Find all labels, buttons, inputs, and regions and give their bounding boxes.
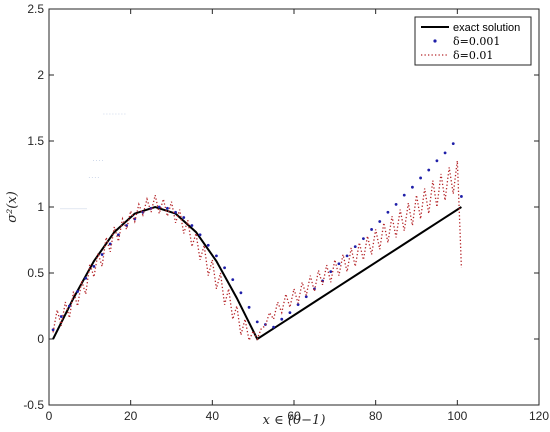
delta-0-001-point: [255, 320, 259, 324]
y-tick-label: 0.5: [27, 266, 44, 280]
delta-0-001-point: [198, 233, 202, 237]
y-axis: -0.5 0 0.5 1 1.5 2 2.5: [23, 2, 539, 412]
delta-0-001-point: [215, 254, 218, 258]
delta-0-001-point: [272, 325, 275, 329]
delta-0-001-point: [427, 168, 431, 172]
x-tick-label: 120: [529, 409, 549, 423]
y-tick-label: 1.5: [27, 134, 44, 148]
delta-0-001-point: [451, 142, 455, 146]
x-tick-label: 100: [447, 409, 467, 423]
plot-area: [48, 8, 540, 406]
delta-0-001-point: [296, 303, 300, 307]
ghost-artifact: ———: [60, 203, 87, 213]
delta-0-001-point: [247, 305, 251, 309]
y-tick-label: 1: [37, 200, 44, 214]
legend-entry-label: exact solution: [453, 22, 520, 34]
y-axis-label: σ²(x): [5, 191, 20, 223]
delta-0-001-point: [92, 265, 96, 268]
x-tick-label: 20: [124, 409, 138, 423]
y-tick-label: 0: [37, 332, 44, 346]
delta-0-001-point: [362, 237, 365, 241]
x-tick-label: 80: [369, 409, 383, 423]
y-tick-label: -0.5: [23, 398, 44, 412]
delta-0-001-point: [280, 317, 284, 321]
delta-0-001-point: [394, 202, 398, 206]
delta-0-001-point: [166, 206, 169, 210]
delta-0-001-point: [402, 193, 406, 197]
delta-0-001-point: [386, 210, 390, 214]
delta-0-001-point: [76, 290, 79, 293]
ghost-artifact: ‥‥: [92, 153, 104, 163]
x-axis: 0 20 40 60 80 100 120: [46, 9, 549, 423]
delta-0-001-point: [329, 270, 333, 274]
delta-0-001-point: [68, 304, 71, 308]
x-tick-label: 40: [206, 409, 220, 423]
delta-0-001-point: [411, 185, 414, 189]
delta-0-001-point: [419, 176, 422, 180]
x-tick-label: 60: [287, 409, 301, 423]
delta-0-001-point: [460, 195, 463, 198]
delta-0-001-point: [288, 311, 292, 314]
legend-entry-label: δ=0.001: [453, 35, 500, 48]
delta-0-001-point: [182, 216, 186, 219]
delta-0-001-point: [157, 205, 161, 209]
delta-0-001-point: [345, 254, 349, 258]
delta-0-001-point: [370, 228, 373, 231]
delta-0-001-point: [59, 315, 63, 318]
y-tick-label: 2.5: [27, 2, 44, 16]
delta-0-001-point: [378, 220, 382, 223]
delta-0-001-point: [231, 278, 235, 281]
delta-0-001-point: [84, 276, 88, 280]
delta-0-001-point: [51, 328, 55, 332]
x-axis-label: x ∈ (0−1): [263, 413, 326, 428]
plot-frame: [48, 8, 540, 406]
ghost-artifact: ‥‥: [88, 170, 100, 180]
legend-entry-label: δ=0.01: [453, 49, 493, 62]
delta-0-001-point: [117, 233, 120, 237]
delta-0-001-point: [190, 224, 194, 227]
x-tick-label: 0: [46, 409, 53, 423]
delta-0-001-point: [239, 291, 243, 295]
delta-0-001-point: [443, 151, 447, 155]
delta-0-001-point: [100, 253, 104, 256]
series-layer: ———‥‥‥‥‥‥‥‥: [51, 107, 463, 343]
legend-swatch-delta-0-001: [433, 39, 437, 43]
delta-0-001-point: [223, 266, 226, 270]
delta-0-001-point: [435, 159, 439, 163]
delta-0-001-point: [206, 243, 210, 247]
delta-0-001-point: [125, 224, 128, 227]
y-tick-label: 2: [37, 68, 44, 82]
delta-0-001-point: [337, 262, 341, 266]
series-3: [52, 160, 463, 343]
delta-0-001-point: [304, 295, 308, 299]
delta-0-01-line: [52, 160, 463, 343]
delta-0-001-point: [353, 245, 357, 249]
delta-0-001-point: [174, 210, 177, 214]
ghost-artifact: ‥‥‥‥: [102, 107, 126, 117]
